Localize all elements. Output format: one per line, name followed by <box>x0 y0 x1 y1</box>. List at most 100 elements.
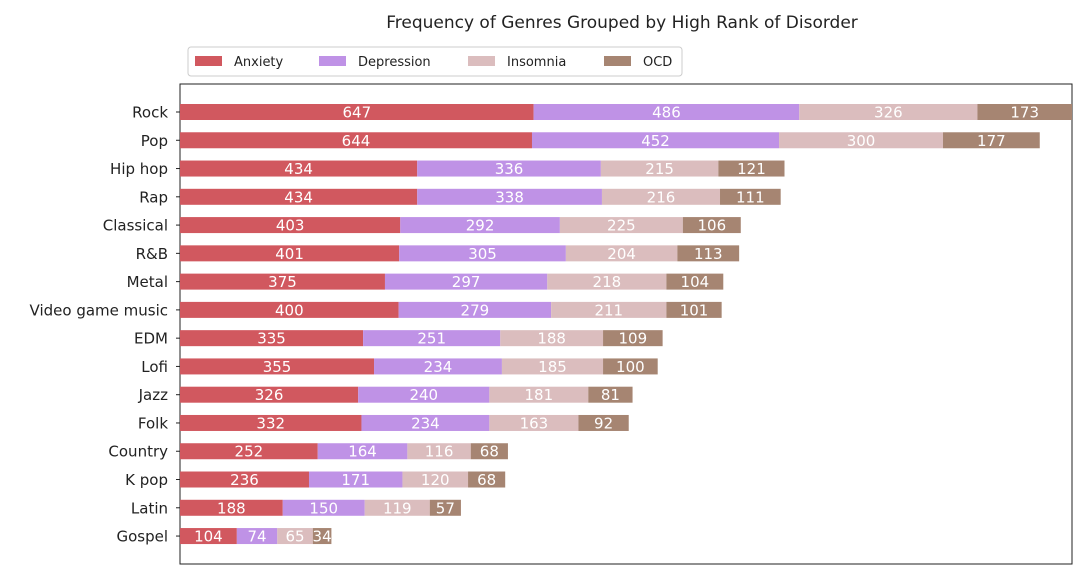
data-label-country-anxiety: 252 <box>235 443 264 461</box>
bar-randb-ocd <box>677 245 740 262</box>
chart-title: Frequency of Genres Grouped by High Rank… <box>386 13 858 33</box>
legend-swatch-depression <box>319 56 346 66</box>
data-label-latin-ocd: 57 <box>436 499 455 517</box>
bar-gospel-depression <box>236 528 278 545</box>
data-label-rap-depression: 338 <box>495 188 524 206</box>
bar-lofi-ocd <box>603 358 658 375</box>
data-label-hip-hop-depression: 336 <box>495 160 524 178</box>
y-tick-label-rock: Rock <box>132 104 168 122</box>
legend-swatch-anxiety <box>195 56 222 66</box>
bar-metal-ocd <box>666 273 724 290</box>
data-label-k-pop-depression: 171 <box>341 471 370 489</box>
bar-edm-depression <box>363 330 501 347</box>
legend-label-depression: Depression <box>358 55 431 70</box>
data-label-rap-ocd: 111 <box>736 188 765 206</box>
bar-pop-ocd <box>943 132 1040 149</box>
data-label-k-pop-insomnia: 120 <box>421 471 450 489</box>
data-label-gospel-anxiety: 104 <box>194 528 223 546</box>
bar-metal-depression <box>384 273 548 290</box>
data-label-country-ocd: 68 <box>480 443 499 461</box>
bar-video-game-music-anxiety <box>180 301 399 318</box>
bar-pop-depression <box>531 132 780 149</box>
bar-folk-depression <box>361 414 490 431</box>
data-label-classical-insomnia: 225 <box>607 217 636 235</box>
y-tick-label-k-pop: K pop <box>125 471 168 489</box>
data-label-edm-ocd: 109 <box>619 330 648 348</box>
bar-country-ocd <box>470 443 508 460</box>
bar-jazz-insomnia <box>489 386 589 403</box>
bar-randb-insomnia <box>565 245 678 262</box>
bar-country-anxiety <box>180 443 318 460</box>
bar-k-pop-depression <box>308 471 403 488</box>
bar-rock-insomnia <box>799 104 978 120</box>
data-label-randb-depression: 305 <box>468 245 497 263</box>
bar-country-depression <box>317 443 408 460</box>
data-label-latin-insomnia: 119 <box>383 499 412 517</box>
data-label-latin-anxiety: 188 <box>217 499 246 517</box>
bar-metal-insomnia <box>547 273 667 290</box>
bar-k-pop-insomnia <box>402 471 469 488</box>
bar-lofi-insomnia <box>501 358 604 375</box>
y-tick-label-lofi: Lofi <box>141 358 168 376</box>
data-label-folk-anxiety: 332 <box>256 414 285 432</box>
data-label-folk-ocd: 92 <box>594 414 613 432</box>
y-tick-label-metal: Metal <box>127 273 168 291</box>
data-label-pop-ocd: 177 <box>977 132 1006 150</box>
bar-folk-anxiety <box>180 414 362 431</box>
legend-box <box>187 46 683 77</box>
bar-rap-insomnia <box>601 188 721 205</box>
data-label-randb-insomnia: 204 <box>607 245 636 263</box>
data-label-metal-anxiety: 375 <box>268 273 297 291</box>
bar-rap-depression <box>417 188 602 205</box>
data-label-folk-insomnia: 163 <box>520 414 549 432</box>
legend-swatch-ocd <box>604 56 631 66</box>
data-label-country-depression: 164 <box>348 443 377 461</box>
data-label-video-game-music-depression: 279 <box>461 301 490 319</box>
data-label-lofi-depression: 234 <box>424 358 453 376</box>
data-label-classical-ocd: 106 <box>697 217 726 235</box>
data-label-latin-depression: 150 <box>309 499 338 517</box>
bar-video-game-music-depression <box>398 301 552 318</box>
data-label-hip-hop-ocd: 121 <box>737 160 766 178</box>
data-label-randb-ocd: 113 <box>694 245 723 263</box>
data-label-lofi-anxiety: 355 <box>263 358 292 376</box>
plot-area: 647 486 326 173 644 452 300 177 434 336 215 121 434 3… <box>179 83 1073 565</box>
bar-k-pop-anxiety <box>180 471 309 488</box>
bar-folk-ocd <box>578 414 629 431</box>
y-tick-label-classical: Classical <box>103 217 168 235</box>
bar-latin-anxiety <box>180 499 283 516</box>
data-label-rock-depression: 486 <box>652 104 681 122</box>
bar-metal-anxiety <box>180 273 385 290</box>
bar-randb-anxiety <box>180 245 400 262</box>
bar-pop-insomnia <box>779 132 944 149</box>
y-tick-label-jazz: Jazz <box>138 386 168 404</box>
bar-latin-depression <box>282 499 365 516</box>
data-label-pop-insomnia: 300 <box>847 132 876 150</box>
y-tick-label-rap: Rap <box>139 188 168 206</box>
data-label-rock-ocd: 173 <box>1010 104 1039 122</box>
bar-classical-depression <box>400 217 560 234</box>
bar-k-pop-ocd <box>468 471 506 488</box>
y-tick-label-hip-hop: Hip hop <box>110 160 168 178</box>
legend-label-ocd: OCD <box>643 55 672 70</box>
data-label-gospel-ocd: 34 <box>313 528 332 546</box>
bar-jazz-ocd <box>588 386 633 403</box>
data-label-video-game-music-anxiety: 400 <box>275 301 304 319</box>
data-label-jazz-insomnia: 181 <box>525 386 554 404</box>
y-axis-tick-labels: Rock Pop Hip hop Rap Classical R&B Metal Video … <box>30 104 180 546</box>
data-label-video-game-music-ocd: 101 <box>680 301 709 319</box>
data-label-rock-anxiety: 647 <box>342 104 371 122</box>
data-label-edm-insomnia: 188 <box>537 330 566 348</box>
data-label-jazz-anxiety: 326 <box>255 386 284 404</box>
bar-rock-anxiety <box>180 104 534 120</box>
bar-rock-ocd <box>977 104 1072 120</box>
y-tick-label-folk: Folk <box>138 414 168 432</box>
bar-jazz-anxiety <box>180 386 359 403</box>
bar-country-insomnia <box>407 443 471 460</box>
bar-hip-hop-ocd <box>718 160 785 177</box>
data-label-pop-depression: 452 <box>641 132 670 150</box>
bar-gospel-insomnia <box>277 528 313 545</box>
data-label-jazz-ocd: 81 <box>601 386 620 404</box>
bar-hip-hop-anxiety <box>180 160 418 177</box>
